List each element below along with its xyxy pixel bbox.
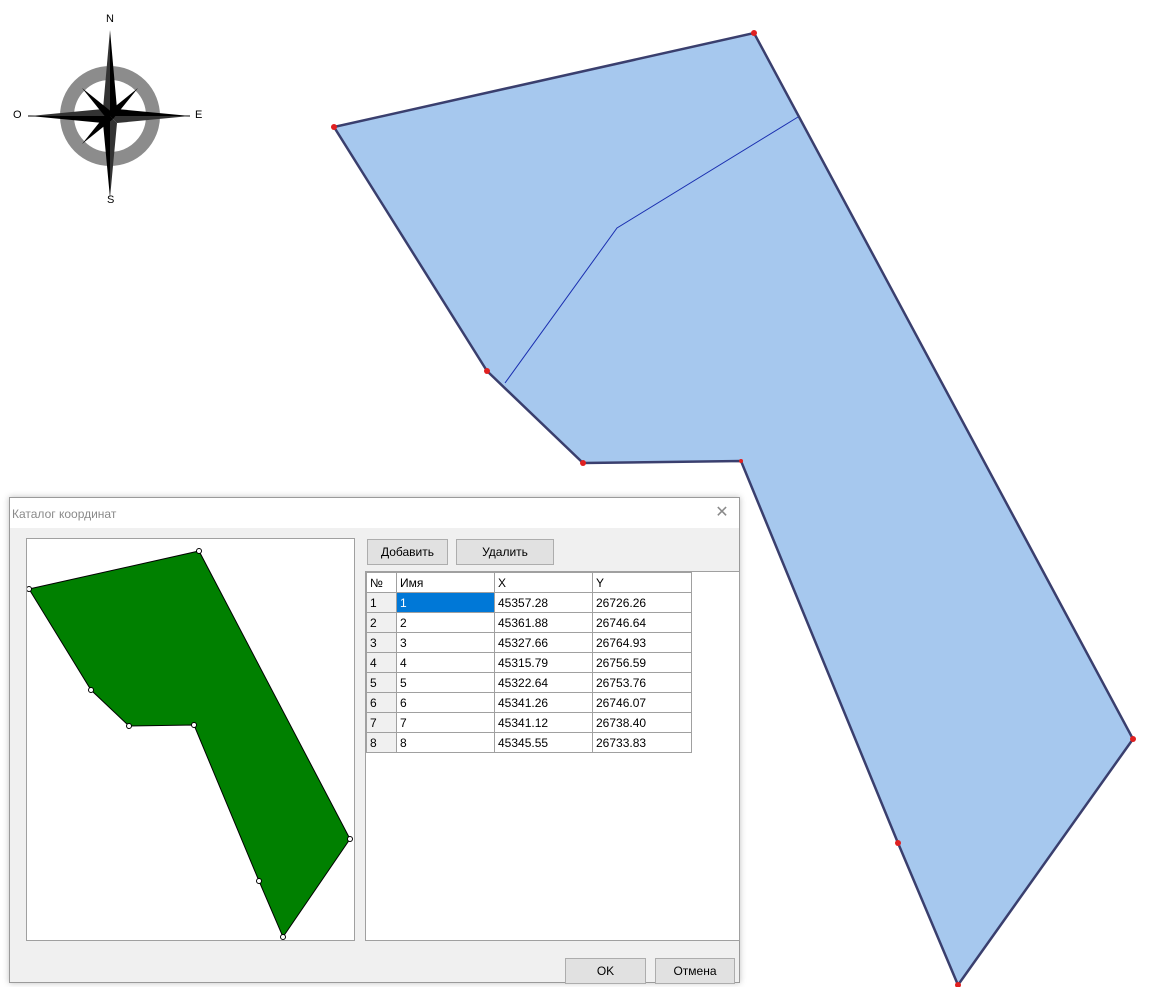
table-row[interactable]: 7 7 45341.12 26738.40 xyxy=(366,712,692,733)
close-icon[interactable]: ✕ xyxy=(715,504,729,521)
coordinates-table: № Имя X Y 1 1 45357.28 26726.26 2 2 4536… xyxy=(366,572,692,753)
row-number[interactable]: 3 xyxy=(366,632,397,653)
cell-y[interactable]: 26746.64 xyxy=(592,612,692,633)
dialog-title: Каталог координат xyxy=(12,507,117,521)
vertex-marker xyxy=(484,368,490,374)
shape-preview xyxy=(26,548,353,940)
cell-name[interactable]: 7 xyxy=(396,712,495,733)
row-number[interactable]: 2 xyxy=(366,612,397,633)
table-header-row: № Имя X Y xyxy=(366,572,692,593)
parcel-split-line xyxy=(504,116,799,384)
row-number[interactable]: 4 xyxy=(366,652,397,673)
preview-vertex xyxy=(191,722,197,728)
cell-name[interactable]: 2 xyxy=(396,612,495,633)
preview-vertex xyxy=(280,934,286,940)
cell-x[interactable]: 45341.26 xyxy=(494,692,593,713)
dialog-titlebar[interactable]: Каталог координат ✕ xyxy=(10,498,739,528)
compass-north-label: N xyxy=(106,13,114,25)
vertex-marker xyxy=(739,459,743,463)
row-number[interactable]: 7 xyxy=(366,712,397,733)
cell-y[interactable]: 26764.93 xyxy=(592,632,692,653)
add-button[interactable]: Добавить xyxy=(367,539,448,565)
cell-y[interactable]: 26756.59 xyxy=(592,652,692,673)
cell-x[interactable]: 45327.66 xyxy=(494,632,593,653)
cancel-button[interactable]: Отмена xyxy=(655,958,735,984)
cell-name[interactable]: 1 xyxy=(396,592,495,613)
header-x[interactable]: X xyxy=(494,572,593,593)
vertex-marker xyxy=(580,460,586,466)
cell-x[interactable]: 45322.64 xyxy=(494,672,593,693)
vertex-marker xyxy=(1130,736,1136,742)
cell-y[interactable]: 26738.40 xyxy=(592,712,692,733)
cell-y[interactable]: 26746.07 xyxy=(592,692,692,713)
compass-east-label: E xyxy=(195,109,203,121)
preview-vertex xyxy=(256,878,262,884)
cell-name[interactable]: 4 xyxy=(396,652,495,673)
cell-x[interactable]: 45357.28 xyxy=(494,592,593,613)
vertex-marker xyxy=(751,30,757,36)
row-number[interactable]: 6 xyxy=(366,692,397,713)
vertex-marker xyxy=(331,124,337,130)
row-number[interactable]: 5 xyxy=(366,672,397,693)
table-row[interactable]: 4 4 45315.79 26756.59 xyxy=(366,652,692,673)
table-row[interactable]: 5 5 45322.64 26753.76 xyxy=(366,672,692,693)
cell-name[interactable]: 5 xyxy=(396,672,495,693)
cell-x[interactable]: 45315.79 xyxy=(494,652,593,673)
row-number[interactable]: 1 xyxy=(366,592,397,613)
table-row[interactable]: 6 6 45341.26 26746.07 xyxy=(366,692,692,713)
preview-vertex xyxy=(347,836,353,842)
cell-name[interactable]: 3 xyxy=(396,632,495,653)
cell-y[interactable]: 26726.26 xyxy=(592,592,692,613)
vertex-marker xyxy=(955,982,961,987)
vertex-marker xyxy=(895,840,901,846)
cell-name[interactable]: 6 xyxy=(396,692,495,713)
compass-west-label: O xyxy=(13,109,22,121)
ok-button[interactable]: OK xyxy=(565,958,646,984)
preview-vertices xyxy=(26,548,353,940)
cell-y[interactable]: 26753.76 xyxy=(592,672,692,693)
preview-polygon xyxy=(28,550,351,939)
cell-x[interactable]: 45341.12 xyxy=(494,712,593,733)
cell-x[interactable]: 45361.88 xyxy=(494,612,593,633)
table-row[interactable]: 3 3 45327.66 26764.93 xyxy=(366,632,692,653)
cell-name[interactable]: 8 xyxy=(396,732,495,753)
compass-rose-icon xyxy=(28,30,190,198)
table-row[interactable]: 1 1 45357.28 26726.26 xyxy=(366,592,692,613)
cell-x[interactable]: 45345.55 xyxy=(494,732,593,753)
preview-vertex xyxy=(126,723,132,729)
cell-y[interactable]: 26733.83 xyxy=(592,732,692,753)
shape-preview-panel xyxy=(26,538,355,941)
header-number[interactable]: № xyxy=(366,572,397,593)
row-number[interactable]: 8 xyxy=(366,732,397,753)
compass-south-label: S xyxy=(107,194,115,206)
preview-vertex xyxy=(26,586,32,592)
preview-vertex xyxy=(88,687,94,693)
coordinate-catalog-dialog: Каталог координат ✕ Добавить Удалить № xyxy=(9,497,740,984)
parcel-vertices xyxy=(331,30,1136,987)
header-name[interactable]: Имя xyxy=(396,572,495,593)
coordinates-grid[interactable]: № Имя X Y 1 1 45357.28 26726.26 2 2 4536… xyxy=(365,571,740,941)
table-row[interactable]: 8 8 45345.55 26733.83 xyxy=(366,732,692,753)
preview-vertex xyxy=(196,548,202,554)
delete-button[interactable]: Удалить xyxy=(456,539,554,565)
header-y[interactable]: Y xyxy=(592,572,692,593)
table-row[interactable]: 2 2 45361.88 26746.64 xyxy=(366,612,692,633)
